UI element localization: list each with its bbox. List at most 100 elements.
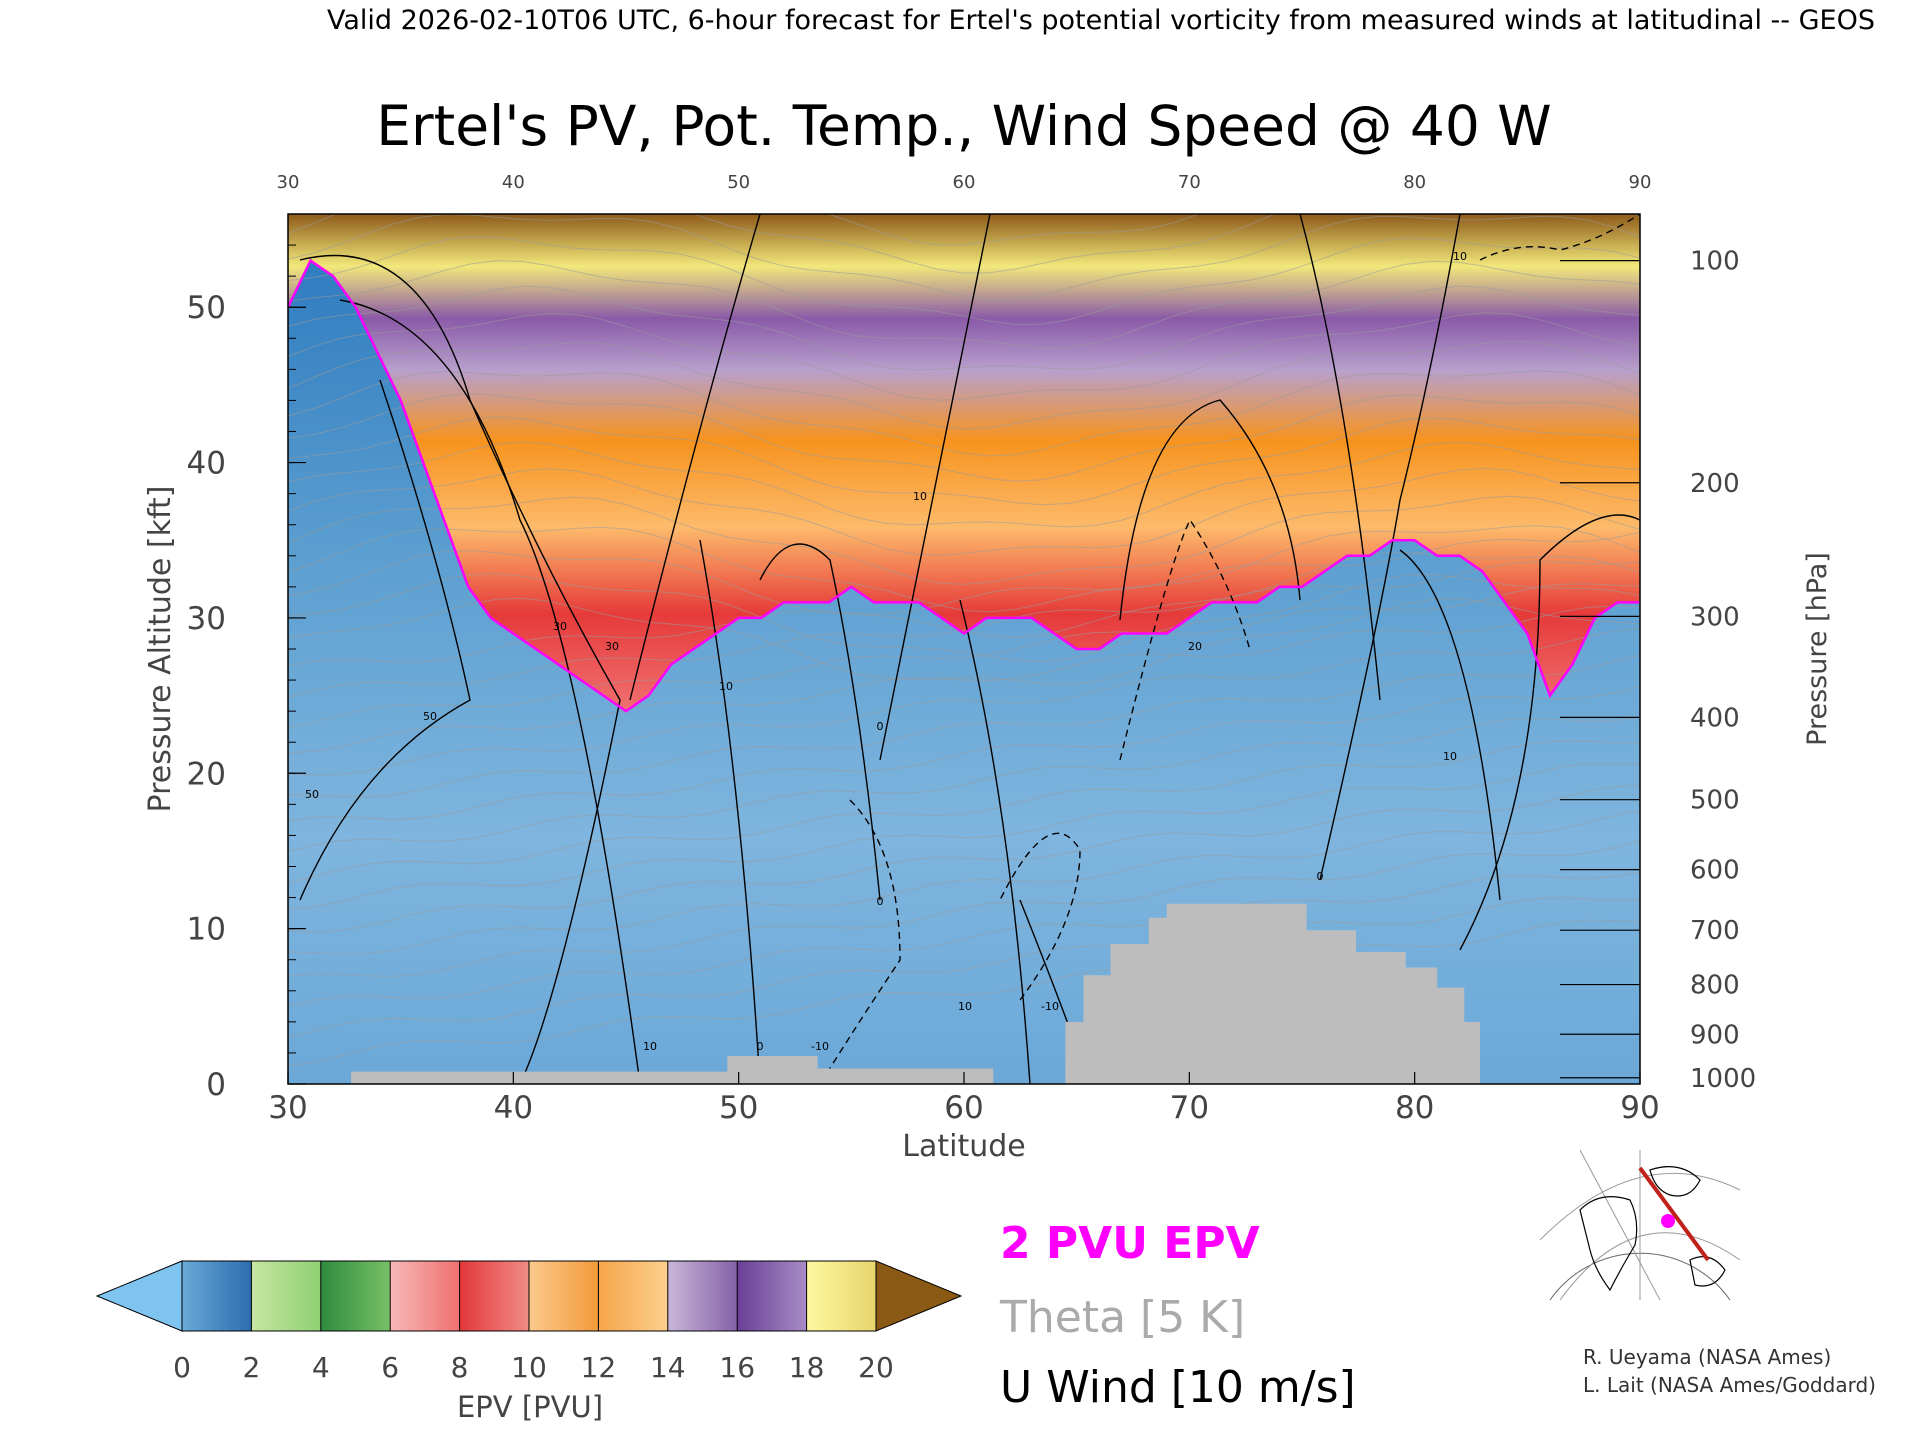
location-dot-icon [1661,1214,1675,1228]
pressure-tick-label: 400 [1690,703,1740,733]
u-wind-contour-line [1319,214,1461,881]
u-wind-contour-line [1299,214,1381,701]
u-wind-contour-label: 10 [1443,750,1457,763]
theta-contour-line [288,654,1640,798]
theta-contour-line [288,740,1640,884]
theta-contour-line [288,214,1640,301]
colorbar-label: EPV [PVU] [457,1390,603,1424]
colorbar: 0 2 4 6 8 10 12 14 16 18 20 [95,1260,963,1384]
theta-contour-line [288,416,1640,506]
u-wind-contour-label: 10 [1453,250,1467,263]
u-wind-contour-line [1119,399,1301,621]
top-tick-label: 30 [277,172,300,193]
chart-title: Ertel's PV, Pot. Temp., Wind Speed @ 40 … [376,94,1551,158]
u-wind-contour-line [299,254,621,1084]
top-tick-label: 50 [727,172,750,193]
pressure-axis-label: Pressure [hPa] [1802,552,1833,746]
u-wind-contour-line [699,539,761,1084]
u-wind-contour-label: 10 [958,1000,972,1013]
colorbar-segment [390,1261,461,1331]
colorbar-segment [667,1261,738,1331]
colorbar-over-arrow [875,1260,963,1332]
colorbar-tick-label: 8 [451,1351,469,1384]
theta-contour-line [288,583,1640,729]
u-wind-contour-line [1119,518,1251,761]
u-wind-contour-label: 0 [877,895,884,908]
theta-contour-line [288,285,1640,371]
top-tick-label: 70 [1178,172,1201,193]
colorbar-segment [806,1261,877,1331]
u-wind-contour-label: -10 [811,1040,829,1053]
u-wind-contour-line [629,214,761,701]
theta-contour-line [288,467,1640,556]
u-wind-contour-line [339,299,641,1084]
y-axis-label: Pressure Altitude [kft] [143,486,178,813]
colorbar-segment [598,1261,669,1331]
theta-contour-line [288,531,1640,667]
theta-contour-line [288,897,1640,1039]
u-wind-contour-line [879,214,991,761]
left-axis-ticks: 0 10 20 30 40 50 [187,213,306,1103]
legend-theta: Theta [5 K] [999,1292,1245,1343]
u-wind-contour-label: 50 [423,710,437,723]
colorbar-tick-label: 20 [858,1351,894,1384]
u-wind-contour-label: 30 [553,620,567,633]
theta-contour-line [288,762,1640,911]
theta-contour-line [288,840,1640,977]
header-text: Valid 2026-02-10T06 UTC, 6-hour forecast… [327,5,1875,36]
u-wind-contour-label: 10 [643,1040,657,1053]
top-tick-label: 40 [502,172,525,193]
theta-contour-line [288,605,1640,754]
u-wind-contour-line [959,599,1031,1084]
top-tick-label: 80 [1403,172,1426,193]
legend-uwind: U Wind [10 m/s] [1000,1362,1356,1413]
pressure-tick-label: 800 [1690,971,1740,1001]
u-wind-contour-label: 30 [605,640,619,653]
pressure-tick-label: 200 [1690,469,1740,499]
theta-contour-line [288,214,1640,274]
continent-outline-icon [1579,1196,1638,1292]
y-tick-label: 40 [187,446,226,482]
theta-contour-line [288,370,1640,457]
u-wind-contour-line [759,543,881,901]
x-tick-label: 70 [1170,1090,1209,1126]
theta-contour-line [288,525,1640,613]
y-tick-label: 50 [187,290,226,326]
theta-contour-line [288,686,1640,822]
top-tick-label: 60 [953,172,976,193]
u-wind-contour-label: 0 [1317,870,1324,883]
u-wind-contour-label: -10 [1041,1000,1059,1013]
x-tick-label: 30 [268,1090,307,1126]
theta-contour-line [288,561,1640,698]
colorbar-segment [182,1261,252,1331]
top-tick-label: 90 [1629,172,1652,193]
theta-contour-line [288,573,1640,663]
u-wind-contour-label: 20 [1188,640,1202,653]
pressure-axis-ticks: 100 200 300 400 500 600 700 800 900 1000 [1560,247,1756,1094]
u-wind-contour-line [999,832,1081,1001]
theta-contour-line [288,784,1640,933]
colorbar-segment [320,1261,391,1331]
top-tick-labels: 30 40 50 60 70 80 90 [277,172,1652,193]
x-axis-tick-labels: 30 40 50 60 70 80 90 [268,1072,1660,1126]
credit-line-2: L. Lait (NASA Ames/Goddard) [1583,1373,1876,1397]
colorbar-tick-label: 16 [719,1351,755,1384]
x-tick-label: 50 [719,1090,758,1126]
theta-contour-line [288,495,1640,585]
cross-section-track-icon [1638,1166,1710,1262]
colorbar-segment [459,1261,530,1331]
u-wind-contour-label: 0 [757,1040,764,1053]
theta-contour-line [288,627,1640,776]
theta-contour-line [288,260,1640,349]
colorbar-tick-label: 4 [312,1351,330,1384]
pressure-tick-label: 1000 [1690,1064,1756,1094]
x-axis-label: Latitude [902,1129,1025,1164]
u-wind-contour-line [299,379,471,901]
colorbar-under-arrow [95,1260,183,1332]
theta-contour-line [288,340,1640,430]
u-wind-contour-line [1479,214,1640,261]
legend-pvu: 2 PVU EPV [1000,1218,1260,1269]
x-tick-label: 60 [944,1090,983,1126]
